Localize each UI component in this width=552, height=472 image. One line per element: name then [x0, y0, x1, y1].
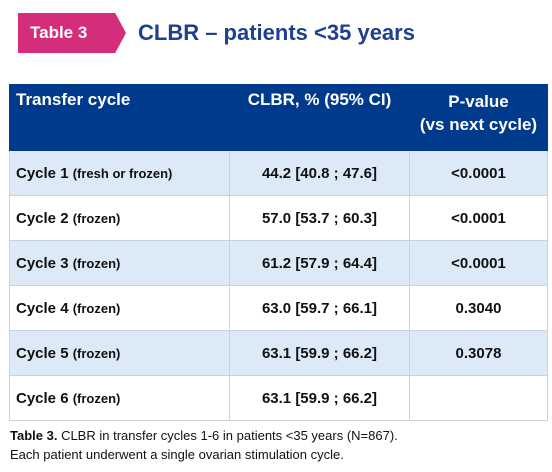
clbr-table: Transfer cycle CLBR, % (95% CI) P-value … — [9, 84, 548, 421]
slide-header: Table 3 CLBR – patients <35 years — [0, 0, 552, 76]
cycle-label: Cycle 5 — [16, 344, 69, 362]
caption-text: CLBR in transfer cycles 1-6 in patients … — [57, 428, 398, 443]
column-header-clbr: CLBR, % (95% CI) — [229, 84, 410, 151]
cycle-cell: Cycle 3 (frozen) — [9, 240, 230, 286]
clbr-cell: 63.0 [59.7 ; 66.1] — [229, 285, 410, 331]
table-caption: Table 3. CLBR in transfer cycles 1-6 in … — [10, 426, 544, 464]
table-row: Cycle 3 (frozen) 61.2 [57.9 ; 64.4] <0.0… — [9, 240, 548, 286]
cycle-cell: Cycle 4 (frozen) — [9, 285, 230, 331]
cycle-cell: Cycle 5 (frozen) — [9, 330, 230, 376]
cycle-label: Cycle 3 — [16, 254, 69, 272]
table-row: Cycle 2 (frozen) 57.0 [53.7 ; 60.3] <0.0… — [9, 195, 548, 241]
table-header-row: Transfer cycle CLBR, % (95% CI) P-value … — [9, 84, 548, 151]
cycle-type: (frozen) — [72, 345, 121, 361]
cycle-cell: Cycle 2 (frozen) — [9, 195, 230, 241]
table-row: Cycle 4 (frozen) 63.0 [59.7 ; 66.1] 0.30… — [9, 285, 548, 331]
p-value-cell: <0.0001 — [409, 240, 548, 286]
p-value-cell — [409, 375, 548, 421]
cycle-type: (frozen) — [72, 390, 121, 406]
column-header-p-value: P-value (vs next cycle) — [409, 84, 548, 151]
p-value-cell: 0.3040 — [409, 285, 548, 331]
clbr-cell: 63.1 [59.9 ; 66.2] — [229, 330, 410, 376]
page-title: CLBR – patients <35 years — [138, 20, 415, 45]
clbr-cell: 61.2 [57.9 ; 64.4] — [229, 240, 410, 286]
caption-line-2: Each patient underwent a single ovarian … — [10, 447, 344, 462]
cycle-label: Cycle 2 — [16, 209, 69, 227]
p-value-cell: <0.0001 — [409, 150, 548, 196]
table-badge: Table 3 — [18, 13, 126, 53]
clbr-cell: 63.1 [59.9 ; 66.2] — [229, 375, 410, 421]
caption-label: Table 3. — [10, 428, 58, 443]
clbr-cell: 44.2 [40.8 ; 47.6] — [229, 150, 410, 196]
cycle-label: Cycle 4 — [16, 299, 69, 317]
table-row: Cycle 6 (frozen) 63.1 [59.9 ; 66.2] — [9, 375, 548, 421]
column-header-transfer-cycle: Transfer cycle — [9, 84, 230, 151]
p-value-label: P-value — [448, 92, 509, 111]
p-value-cell: 0.3078 — [409, 330, 548, 376]
cycle-label: Cycle 6 — [16, 389, 69, 407]
p-value-cell: <0.0001 — [409, 195, 548, 241]
table-row: Cycle 5 (frozen) 63.1 [59.9 ; 66.2] 0.30… — [9, 330, 548, 376]
cycle-type: (frozen) — [72, 255, 121, 271]
cycle-type: (frozen) — [72, 300, 121, 316]
cycle-type: (frozen) — [72, 210, 121, 226]
clbr-cell: 57.0 [53.7 ; 60.3] — [229, 195, 410, 241]
cycle-cell: Cycle 6 (frozen) — [9, 375, 230, 421]
p-value-sublabel: (vs next cycle) — [419, 115, 538, 134]
cycle-cell: Cycle 1 (fresh or frozen) — [9, 150, 230, 196]
cycle-label: Cycle 1 — [16, 164, 69, 182]
caption-line-1: Table 3. CLBR in transfer cycles 1-6 in … — [10, 426, 544, 445]
table-row: Cycle 1 (fresh or frozen) 44.2 [40.8 ; 4… — [9, 150, 548, 196]
cycle-type: (fresh or frozen) — [72, 165, 173, 181]
